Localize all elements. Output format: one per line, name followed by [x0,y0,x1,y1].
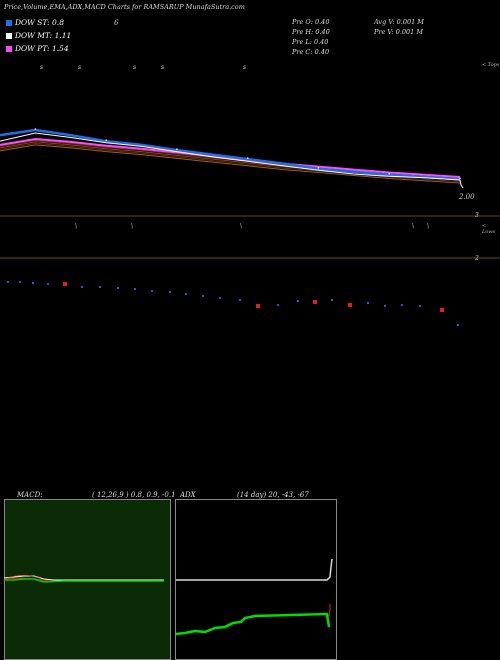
price-tick-mark: s [243,64,246,71]
volume-bar-red [440,308,444,312]
price-dot [459,177,461,180]
volume-bar-blue [367,302,369,304]
volume-panel [7,281,459,326]
price-tick-mark: \ [412,223,414,230]
price-panel: s s s s s \ \ \ \ \ [0,64,500,259]
series-0-line [0,128,461,181]
volume-bar-blue [219,297,221,299]
price-tick-mark: \ [240,223,242,230]
tops-label: < Tops [482,62,500,68]
adx-panel [175,499,337,660]
price-dot [105,139,107,141]
ema-band-3 [0,142,461,182]
pre-high: Pre H: 0.40 [292,28,330,36]
adx-red-line [328,604,331,617]
volume-bar-red [313,300,317,304]
volume-bar-blue [134,288,136,290]
volume-bar-blue [239,299,241,301]
macd-histogram-line [4,578,164,583]
pre-close: Pre C: 0.40 [292,48,330,56]
price-dot [317,167,320,169]
volume-bar-blue [169,291,171,293]
volume-bar-blue [419,305,421,307]
macd-panel [4,499,171,660]
ema-band-4 [0,144,461,184]
right-tick-2: 2 [475,255,479,262]
price-tick-mark: s [78,64,81,71]
volume-bar-blue [117,287,119,289]
stray-label: 6 [114,19,119,27]
volume-bar-blue [185,293,187,295]
volume-bar-blue [32,282,34,284]
volume-bar-blue [19,281,21,283]
dow-pt-swatch [6,46,12,52]
adx-green-line [175,612,331,636]
volume-bar-red [256,304,260,308]
dow-mt-swatch [6,33,12,39]
avg-volume: Avg V: 0.001 M [374,18,424,26]
volume-bar-blue [277,304,279,306]
adx-params: (14 day) 20, -43, -67 [237,491,309,499]
series-1-line [0,132,464,189]
price-tick-mark: \ [75,223,77,230]
volume-bar-blue [202,295,204,297]
price-dot [246,157,249,159]
last-price-label: 2.00 [459,193,475,201]
macd-curl [7,575,41,579]
volume-bar-blue [81,286,83,288]
volume-bar-blue [151,290,153,292]
volume-bar-blue [47,283,49,285]
right-tick-3: 3 [475,212,479,219]
price-tick-mark: s [133,64,136,71]
chart-title: Price,Volume,EMA,ADX,MACD Charts for RAM… [4,3,245,11]
macd-line [4,575,164,581]
price-tick-mark: \ [131,223,133,230]
adx-white-line [176,558,333,581]
volume-bar-blue [384,305,386,307]
price-tick-mark: s [40,64,43,71]
price-tick-mark: s [161,64,164,71]
volume-bar-blue [7,281,9,283]
lows-label: < Lows [482,223,496,235]
volume-bar-red [348,303,352,307]
price-dot [176,148,178,150]
price-dot [388,172,391,175]
volume-bar-blue [99,286,101,288]
volume-bar-blue [331,299,333,301]
macd-params: ( 12,26,9 ) 0.8, 0.9, -0.1 [92,491,176,499]
macd-label: MACD: [17,491,43,499]
volume-bar-blue [457,324,459,326]
dow-st-swatch [6,20,12,26]
dow-pt-label: DOW PT: 1.54 [15,44,69,53]
dow-st-label: DOW ST: 0.8 [15,18,64,27]
volume-bar-blue [401,304,403,306]
price-tick-mark: \ [427,223,429,230]
volume-bar-blue [297,300,299,302]
pre-low: Pre L: 0.40 [292,38,329,46]
pre-open: Pre O: 0.40 [292,18,330,26]
pre-volume: Pre V: 0.001 M [374,28,424,36]
adx-label: ADX [180,491,196,499]
price-dot [34,128,37,130]
dow-mt-label: DOW MT: 1.11 [15,31,72,40]
volume-bar-red [63,282,67,286]
